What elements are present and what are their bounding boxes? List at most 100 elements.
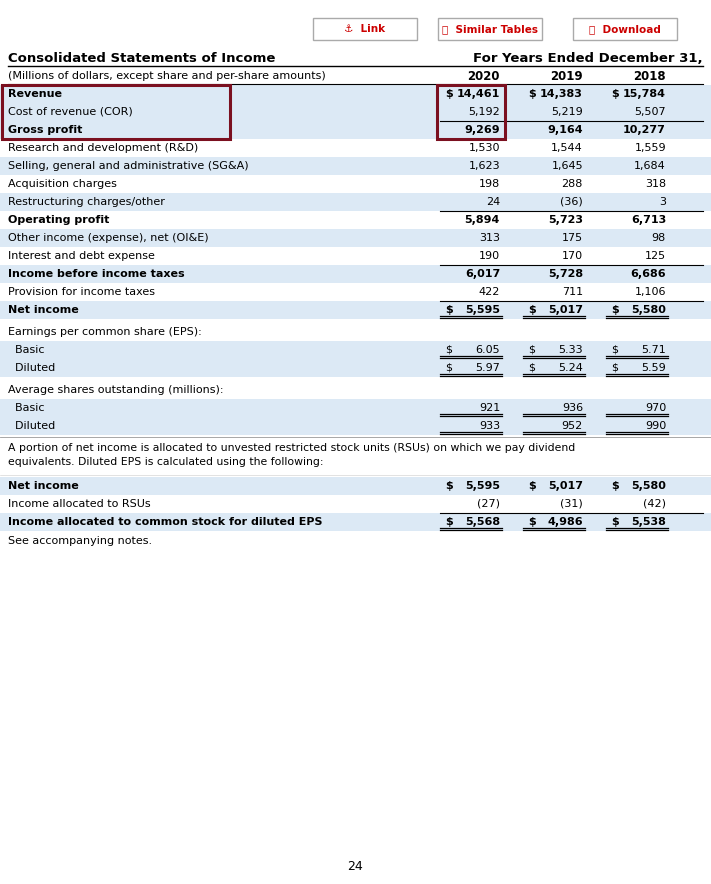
Text: 318: 318 xyxy=(645,179,666,189)
Bar xyxy=(0,211,711,229)
Bar xyxy=(2,85,230,139)
Text: 1,559: 1,559 xyxy=(634,143,666,153)
Text: equivalents. Diluted EPS is calculated using the following:: equivalents. Diluted EPS is calculated u… xyxy=(8,457,324,467)
Text: 5,017: 5,017 xyxy=(548,481,583,491)
Text: 1,684: 1,684 xyxy=(634,161,666,171)
Text: 5,192: 5,192 xyxy=(469,107,500,117)
Text: 6,017: 6,017 xyxy=(465,269,500,279)
Text: 125: 125 xyxy=(645,251,666,261)
Text: 970: 970 xyxy=(645,403,666,413)
Text: 5,017: 5,017 xyxy=(548,305,583,315)
Text: $: $ xyxy=(611,345,618,355)
Text: Other income (expense), net (OI&E): Other income (expense), net (OI&E) xyxy=(8,233,208,243)
Text: Average shares outstanding (millions):: Average shares outstanding (millions): xyxy=(8,385,223,395)
Bar xyxy=(0,477,711,495)
Text: Income before income taxes: Income before income taxes xyxy=(8,269,185,279)
Bar xyxy=(573,18,677,40)
Text: 952: 952 xyxy=(562,421,583,431)
Text: 4,986: 4,986 xyxy=(547,517,583,527)
Text: $: $ xyxy=(611,363,618,373)
Text: 5.71: 5.71 xyxy=(641,345,666,355)
Bar xyxy=(0,247,711,265)
Text: 1,106: 1,106 xyxy=(634,287,666,297)
Text: Interest and debt expense: Interest and debt expense xyxy=(8,251,155,261)
Text: $: $ xyxy=(445,89,453,99)
Bar xyxy=(0,341,711,359)
Text: Diluted: Diluted xyxy=(8,363,55,373)
Text: 5,580: 5,580 xyxy=(631,305,666,315)
Text: $: $ xyxy=(445,305,453,315)
Text: 198: 198 xyxy=(479,179,500,189)
Text: (27): (27) xyxy=(477,499,500,509)
Text: 5.59: 5.59 xyxy=(641,363,666,373)
Text: 2020: 2020 xyxy=(468,70,500,82)
Text: $: $ xyxy=(528,305,536,315)
Text: ⧖  Similar Tables: ⧖ Similar Tables xyxy=(442,24,538,34)
Text: Gross profit: Gross profit xyxy=(8,125,82,135)
Text: 2018: 2018 xyxy=(634,70,666,82)
Text: $: $ xyxy=(445,517,453,527)
Text: 1,645: 1,645 xyxy=(551,161,583,171)
Bar xyxy=(0,157,711,175)
Bar xyxy=(0,193,711,211)
Text: $: $ xyxy=(445,481,453,491)
Text: 5,728: 5,728 xyxy=(548,269,583,279)
Bar xyxy=(0,229,711,247)
Text: (42): (42) xyxy=(643,499,666,509)
Text: 5,595: 5,595 xyxy=(465,305,500,315)
Text: (31): (31) xyxy=(560,499,583,509)
Text: 9,164: 9,164 xyxy=(547,125,583,135)
Text: A portion of net income is allocated to unvested restricted stock units (RSUs) o: A portion of net income is allocated to … xyxy=(8,443,575,453)
Text: Net income: Net income xyxy=(8,481,79,491)
Text: 6,713: 6,713 xyxy=(631,215,666,225)
Text: $: $ xyxy=(611,305,619,315)
Text: 15,784: 15,784 xyxy=(623,89,666,99)
Text: Acquisition charges: Acquisition charges xyxy=(8,179,117,189)
Text: 2019: 2019 xyxy=(550,70,583,82)
Bar xyxy=(0,323,711,341)
Text: $: $ xyxy=(528,345,535,355)
Text: Consolidated Statements of Income: Consolidated Statements of Income xyxy=(8,51,275,65)
Bar xyxy=(0,381,711,399)
Bar xyxy=(0,121,711,139)
Text: 921: 921 xyxy=(479,403,500,413)
Text: Income allocated to common stock for diluted EPS: Income allocated to common stock for dil… xyxy=(8,517,323,527)
Bar xyxy=(0,265,711,283)
Text: Restructuring charges/other: Restructuring charges/other xyxy=(8,197,165,207)
Text: 5,580: 5,580 xyxy=(631,481,666,491)
Text: Revenue: Revenue xyxy=(8,89,62,99)
Bar xyxy=(0,85,711,103)
Text: 5,219: 5,219 xyxy=(551,107,583,117)
Text: $: $ xyxy=(445,363,452,373)
Text: Basic: Basic xyxy=(8,345,45,355)
Text: Diluted: Diluted xyxy=(8,421,55,431)
Text: 190: 190 xyxy=(479,251,500,261)
Text: $: $ xyxy=(528,481,536,491)
Text: 422: 422 xyxy=(479,287,500,297)
Text: 933: 933 xyxy=(479,421,500,431)
Text: ⚓  Link: ⚓ Link xyxy=(344,24,385,34)
Text: $: $ xyxy=(611,89,619,99)
Text: 5,595: 5,595 xyxy=(465,481,500,491)
Text: 170: 170 xyxy=(562,251,583,261)
Text: 9,269: 9,269 xyxy=(464,125,500,135)
Text: Operating profit: Operating profit xyxy=(8,215,109,225)
Text: 990: 990 xyxy=(645,421,666,431)
Bar xyxy=(0,359,711,377)
Text: 1,530: 1,530 xyxy=(469,143,500,153)
Text: 5,568: 5,568 xyxy=(465,517,500,527)
Text: 711: 711 xyxy=(562,287,583,297)
Text: Earnings per common share (EPS):: Earnings per common share (EPS): xyxy=(8,327,202,337)
Text: For Years Ended December 31,: For Years Ended December 31, xyxy=(474,51,703,65)
Text: 313: 313 xyxy=(479,233,500,243)
Text: See accompanying notes.: See accompanying notes. xyxy=(8,536,152,546)
Text: $: $ xyxy=(528,89,536,99)
Bar xyxy=(0,399,711,417)
Text: $: $ xyxy=(611,481,619,491)
Bar xyxy=(0,103,711,121)
Text: 24: 24 xyxy=(486,197,500,207)
Text: 6,686: 6,686 xyxy=(631,269,666,279)
Bar xyxy=(0,175,711,193)
Bar xyxy=(0,139,711,157)
Text: 24: 24 xyxy=(347,859,363,873)
